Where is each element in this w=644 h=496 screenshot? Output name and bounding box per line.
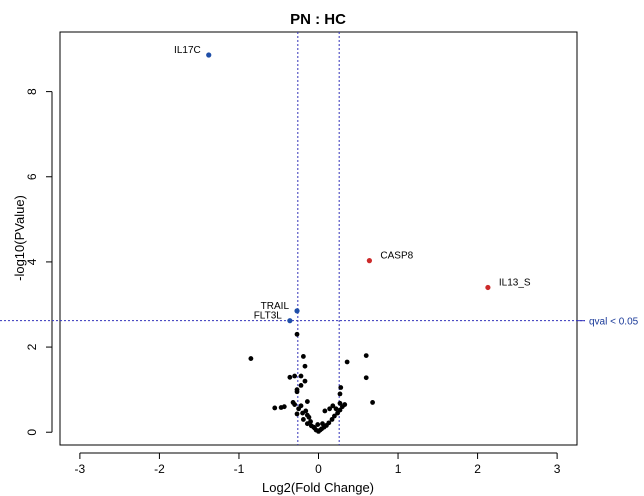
data-point	[344, 359, 350, 365]
y-axis-title: -log10(PValue)	[12, 195, 27, 281]
data-point	[298, 373, 304, 379]
significant-point	[206, 52, 212, 58]
data-point	[312, 425, 317, 431]
y-tick-label: 0	[25, 429, 39, 436]
data-point	[337, 400, 343, 406]
y-tick-label: 8	[25, 88, 39, 95]
data-point	[326, 420, 332, 426]
x-tick-label: 3	[554, 462, 561, 476]
data-point	[322, 408, 328, 414]
data-point	[363, 353, 369, 358]
data-point	[272, 405, 278, 411]
data-point	[302, 378, 308, 384]
data-point	[294, 389, 300, 395]
x-tick-label: -3	[75, 462, 86, 476]
y-tick-label: 4	[25, 258, 39, 265]
data-point	[294, 331, 300, 337]
y-tick-label: 2	[25, 343, 39, 350]
y-axis: 0 2 4 6 8	[25, 88, 53, 436]
data-point	[337, 407, 343, 413]
data-point	[332, 413, 337, 419]
point-label: IL13_S	[499, 277, 531, 288]
data-point	[363, 375, 369, 381]
data-point	[300, 354, 306, 359]
data-point	[292, 373, 298, 379]
point-label: CASP8	[380, 251, 413, 262]
data-points	[248, 331, 375, 434]
data-point	[338, 385, 344, 390]
data-point	[290, 400, 296, 405]
data-point	[278, 405, 284, 410]
data-point	[327, 406, 333, 412]
data-point	[315, 422, 321, 427]
data-point	[306, 414, 312, 420]
data-point	[333, 406, 339, 412]
x-tick-label: 0	[315, 462, 322, 476]
significant-point	[287, 318, 293, 324]
x-tick-label: -1	[234, 462, 245, 476]
qval-threshold-label: qval < 0.05	[589, 317, 639, 328]
x-tick-label: 2	[474, 462, 481, 476]
x-tick-label: -2	[154, 462, 165, 476]
data-point	[329, 417, 335, 422]
data-point	[304, 421, 310, 427]
data-point	[320, 421, 325, 427]
plot-frame	[59, 31, 578, 446]
data-point	[302, 363, 308, 369]
significant-point	[485, 284, 491, 291]
data-point	[287, 374, 293, 380]
x-axis: -3 -2 -1 0 1 2 3	[75, 452, 561, 476]
data-point	[300, 417, 306, 422]
data-point	[370, 400, 375, 405]
point-label: FLT3L	[254, 311, 283, 322]
data-point	[294, 411, 300, 417]
data-point	[304, 399, 310, 404]
significant-point	[294, 308, 300, 314]
data-point	[342, 402, 348, 407]
data-point	[298, 382, 304, 388]
data-point	[296, 406, 302, 412]
x-tick-label: 1	[395, 462, 402, 476]
data-point	[248, 356, 254, 361]
plot-title: PN : HC	[290, 11, 346, 28]
data-point	[303, 408, 309, 414]
data-point	[337, 391, 343, 397]
x-axis-title: Log2(Fold Change)	[262, 480, 374, 495]
data-point	[330, 403, 336, 409]
point-label: IL17C	[174, 45, 201, 56]
reference-lines	[0, 32, 585, 445]
y-tick-label: 6	[25, 173, 39, 180]
point-label: TRAIL	[261, 301, 290, 312]
significant-point	[366, 258, 373, 264]
